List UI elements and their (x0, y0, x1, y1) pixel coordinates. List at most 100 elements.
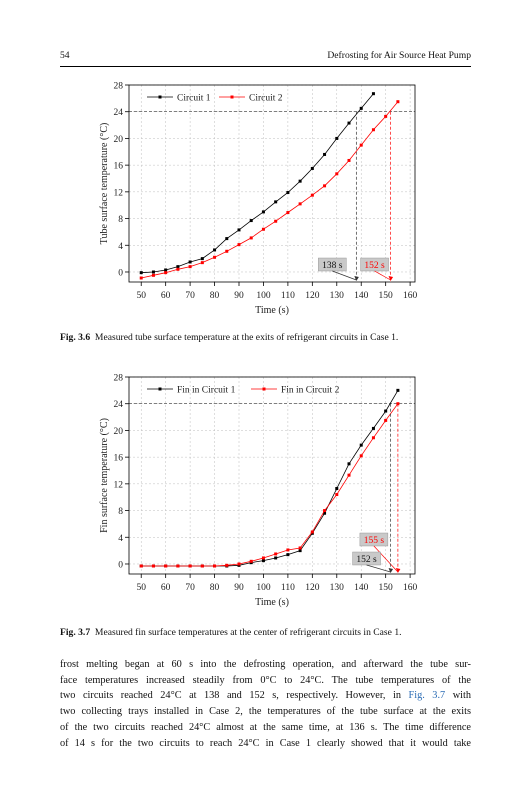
y-tick-label: 28 (114, 82, 124, 92)
x-axis-label: Time (s) (255, 305, 289, 316)
figure-reference-link[interactable]: Fig. 3.7 (408, 690, 446, 702)
data-point-series-1 (176, 265, 180, 269)
x-tick-label: 140 (354, 583, 369, 593)
x-tick-label: 120 (305, 291, 320, 301)
data-point-series-2 (225, 563, 229, 567)
legend-marker (158, 387, 162, 391)
data-point-series-1 (371, 92, 375, 96)
figure-3-7-label: Fig. 3.7 (60, 627, 91, 638)
annotation-label: 152 s (364, 261, 385, 271)
data-point-series-1 (249, 219, 253, 223)
data-point-series-2 (176, 564, 180, 568)
data-point-series-1 (335, 487, 339, 491)
legend-label: Fin in Circuit 1 (177, 386, 236, 396)
data-point-series-1 (359, 106, 363, 110)
data-point-series-2 (164, 271, 168, 275)
x-tick-label: 50 (136, 291, 146, 301)
y-axis-label: Tube surface temperature (°C) (99, 123, 110, 245)
data-point-series-2 (213, 255, 217, 259)
x-tick-label: 90 (234, 291, 244, 301)
body-line: two collecting trays installed in Case 2… (60, 706, 471, 718)
data-point-series-1 (274, 556, 278, 560)
data-point-series-2 (200, 261, 204, 265)
data-point-series-2 (323, 184, 327, 188)
y-tick-label: 24 (114, 400, 124, 410)
data-point-series-2 (323, 509, 327, 513)
data-point-series-1 (261, 210, 265, 214)
x-tick-label: 50 (136, 583, 146, 593)
body-line: two circuits reached 24°C at 138 and 152… (60, 690, 472, 702)
data-point-series-1 (151, 270, 155, 274)
figure-3-6-chart: 50 60 70 80 90 100 110 120 130 140 150 160 0 4 8 12 16 20… (99, 82, 417, 317)
annotation-label: 155 s (364, 536, 385, 546)
data-point-series-2 (371, 128, 375, 132)
data-point-series-1 (286, 191, 290, 195)
data-point-series-2 (384, 114, 388, 118)
data-point-series-1 (237, 228, 241, 232)
figure-3-7-caption: Fig. 3.7 Measured fin surface temperatur… (60, 626, 471, 639)
x-tick-label: 160 (403, 583, 418, 593)
y-tick-label: 16 (114, 162, 124, 172)
data-point-series-1 (188, 260, 192, 264)
data-point-series-2 (347, 158, 351, 162)
annotation-arrow (366, 564, 391, 573)
y-tick-label: 8 (118, 507, 123, 517)
figure-3-6-caption: Fig. 3.6 Measured tube surface temperatu… (60, 331, 471, 344)
data-point-series-1 (298, 179, 302, 183)
data-point-series-1 (310, 166, 314, 170)
y-tick-label: 4 (118, 534, 123, 544)
x-tick-label: 60 (161, 291, 171, 301)
annotation-label: 152 s (356, 555, 377, 565)
series-line-2 (141, 101, 399, 279)
data-point-series-2 (310, 530, 314, 534)
y-tick-label: 20 (114, 427, 124, 437)
data-point-series-2 (261, 227, 265, 231)
data-point-series-1 (396, 388, 400, 392)
data-point-series-2 (237, 243, 241, 247)
plot-frame (128, 376, 416, 575)
x-tick-label: 130 (330, 291, 345, 301)
x-tick-label: 140 (354, 291, 369, 301)
data-point-series-2 (237, 562, 241, 566)
x-tick-label: 90 (234, 583, 244, 593)
x-tick-label: 70 (185, 583, 195, 593)
data-point-series-2 (200, 564, 204, 568)
data-point-series-1 (286, 553, 290, 557)
series-line-1 (141, 93, 374, 274)
data-point-series-2 (151, 273, 155, 277)
data-point-series-1 (200, 257, 204, 261)
running-title: Defrosting for Air Source Heat Pump (327, 50, 471, 61)
x-tick-label: 120 (305, 583, 320, 593)
data-point-series-2 (347, 473, 351, 477)
x-tick-label: 70 (185, 291, 195, 301)
data-point-series-2 (274, 219, 278, 223)
data-point-series-2 (384, 418, 388, 422)
y-tick-label: 12 (114, 480, 124, 490)
x-tick-label: 80 (210, 291, 220, 301)
data-point-series-2 (164, 564, 168, 568)
x-tick-label: 110 (281, 583, 295, 593)
data-point-series-2 (310, 193, 314, 197)
x-tick-label: 150 (379, 291, 394, 301)
data-point-series-1 (347, 462, 351, 466)
annotation-arrowhead (354, 276, 359, 281)
data-point-series-2 (335, 172, 339, 176)
legend-marker (158, 95, 162, 99)
header-rule (60, 66, 471, 67)
annotation-label: 138 s (322, 261, 343, 271)
body-line: frost melting began at 60 s into the def… (60, 659, 471, 670)
body-line: of the two circuits reached 24°C almost … (60, 721, 471, 733)
y-axis-label: Fin surface temperature (°C) (99, 418, 110, 533)
data-point-series-1 (139, 271, 143, 275)
figure-3-6-caption-text: Measured tube surface temperature at the… (94, 332, 399, 343)
data-point-series-1 (359, 443, 363, 447)
x-tick-label: 130 (330, 583, 345, 593)
y-tick-label: 8 (118, 215, 123, 225)
data-point-series-2 (396, 100, 400, 104)
data-point-series-2 (274, 552, 278, 556)
data-point-series-1 (298, 549, 302, 553)
page-number: 54 (60, 50, 70, 61)
legend-label: Fin in Circuit 2 (281, 386, 340, 396)
data-point-series-2 (151, 564, 155, 568)
legend-label: Circuit 1 (177, 94, 211, 104)
